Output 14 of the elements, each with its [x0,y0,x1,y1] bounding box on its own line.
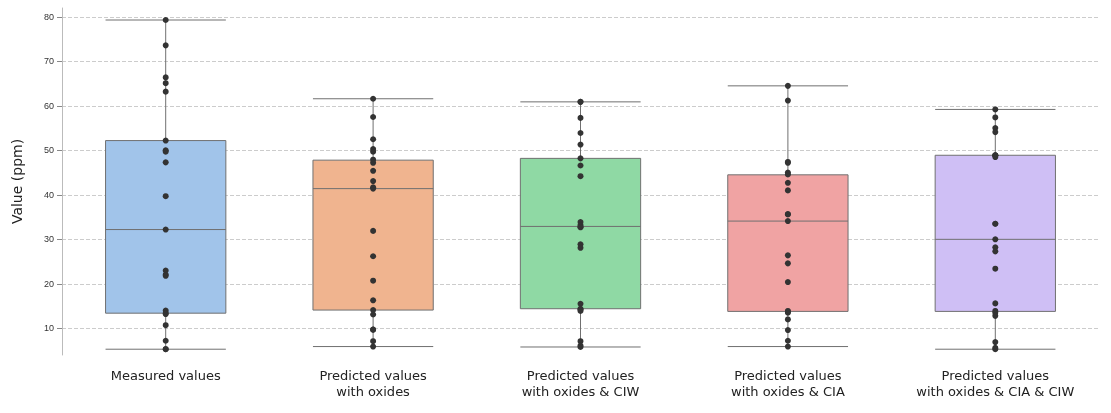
y-axis-title: Value (ppm) [9,138,25,225]
y-tick-label: 40 [43,189,54,200]
y-tick-label: 30 [43,234,54,245]
y-tick-label: 20 [43,278,54,289]
x-tick-label: Measured values [110,367,221,383]
y-tick-label: 70 [43,56,54,67]
x-tick-label: Predicted values with oxides & CIA [730,367,845,399]
x-tick-label: Predicted values with oxides & CIW [521,367,640,399]
y-tick-label: 80 [43,11,54,22]
y-tick-label: 10 [43,323,54,334]
y-tick-label: 60 [43,100,54,111]
x-tick-label: Predicted values with oxides [319,367,428,399]
y-tick-label: 50 [43,145,54,156]
x-tick-label: Predicted values with oxides & CIA & CIW [916,367,1075,399]
